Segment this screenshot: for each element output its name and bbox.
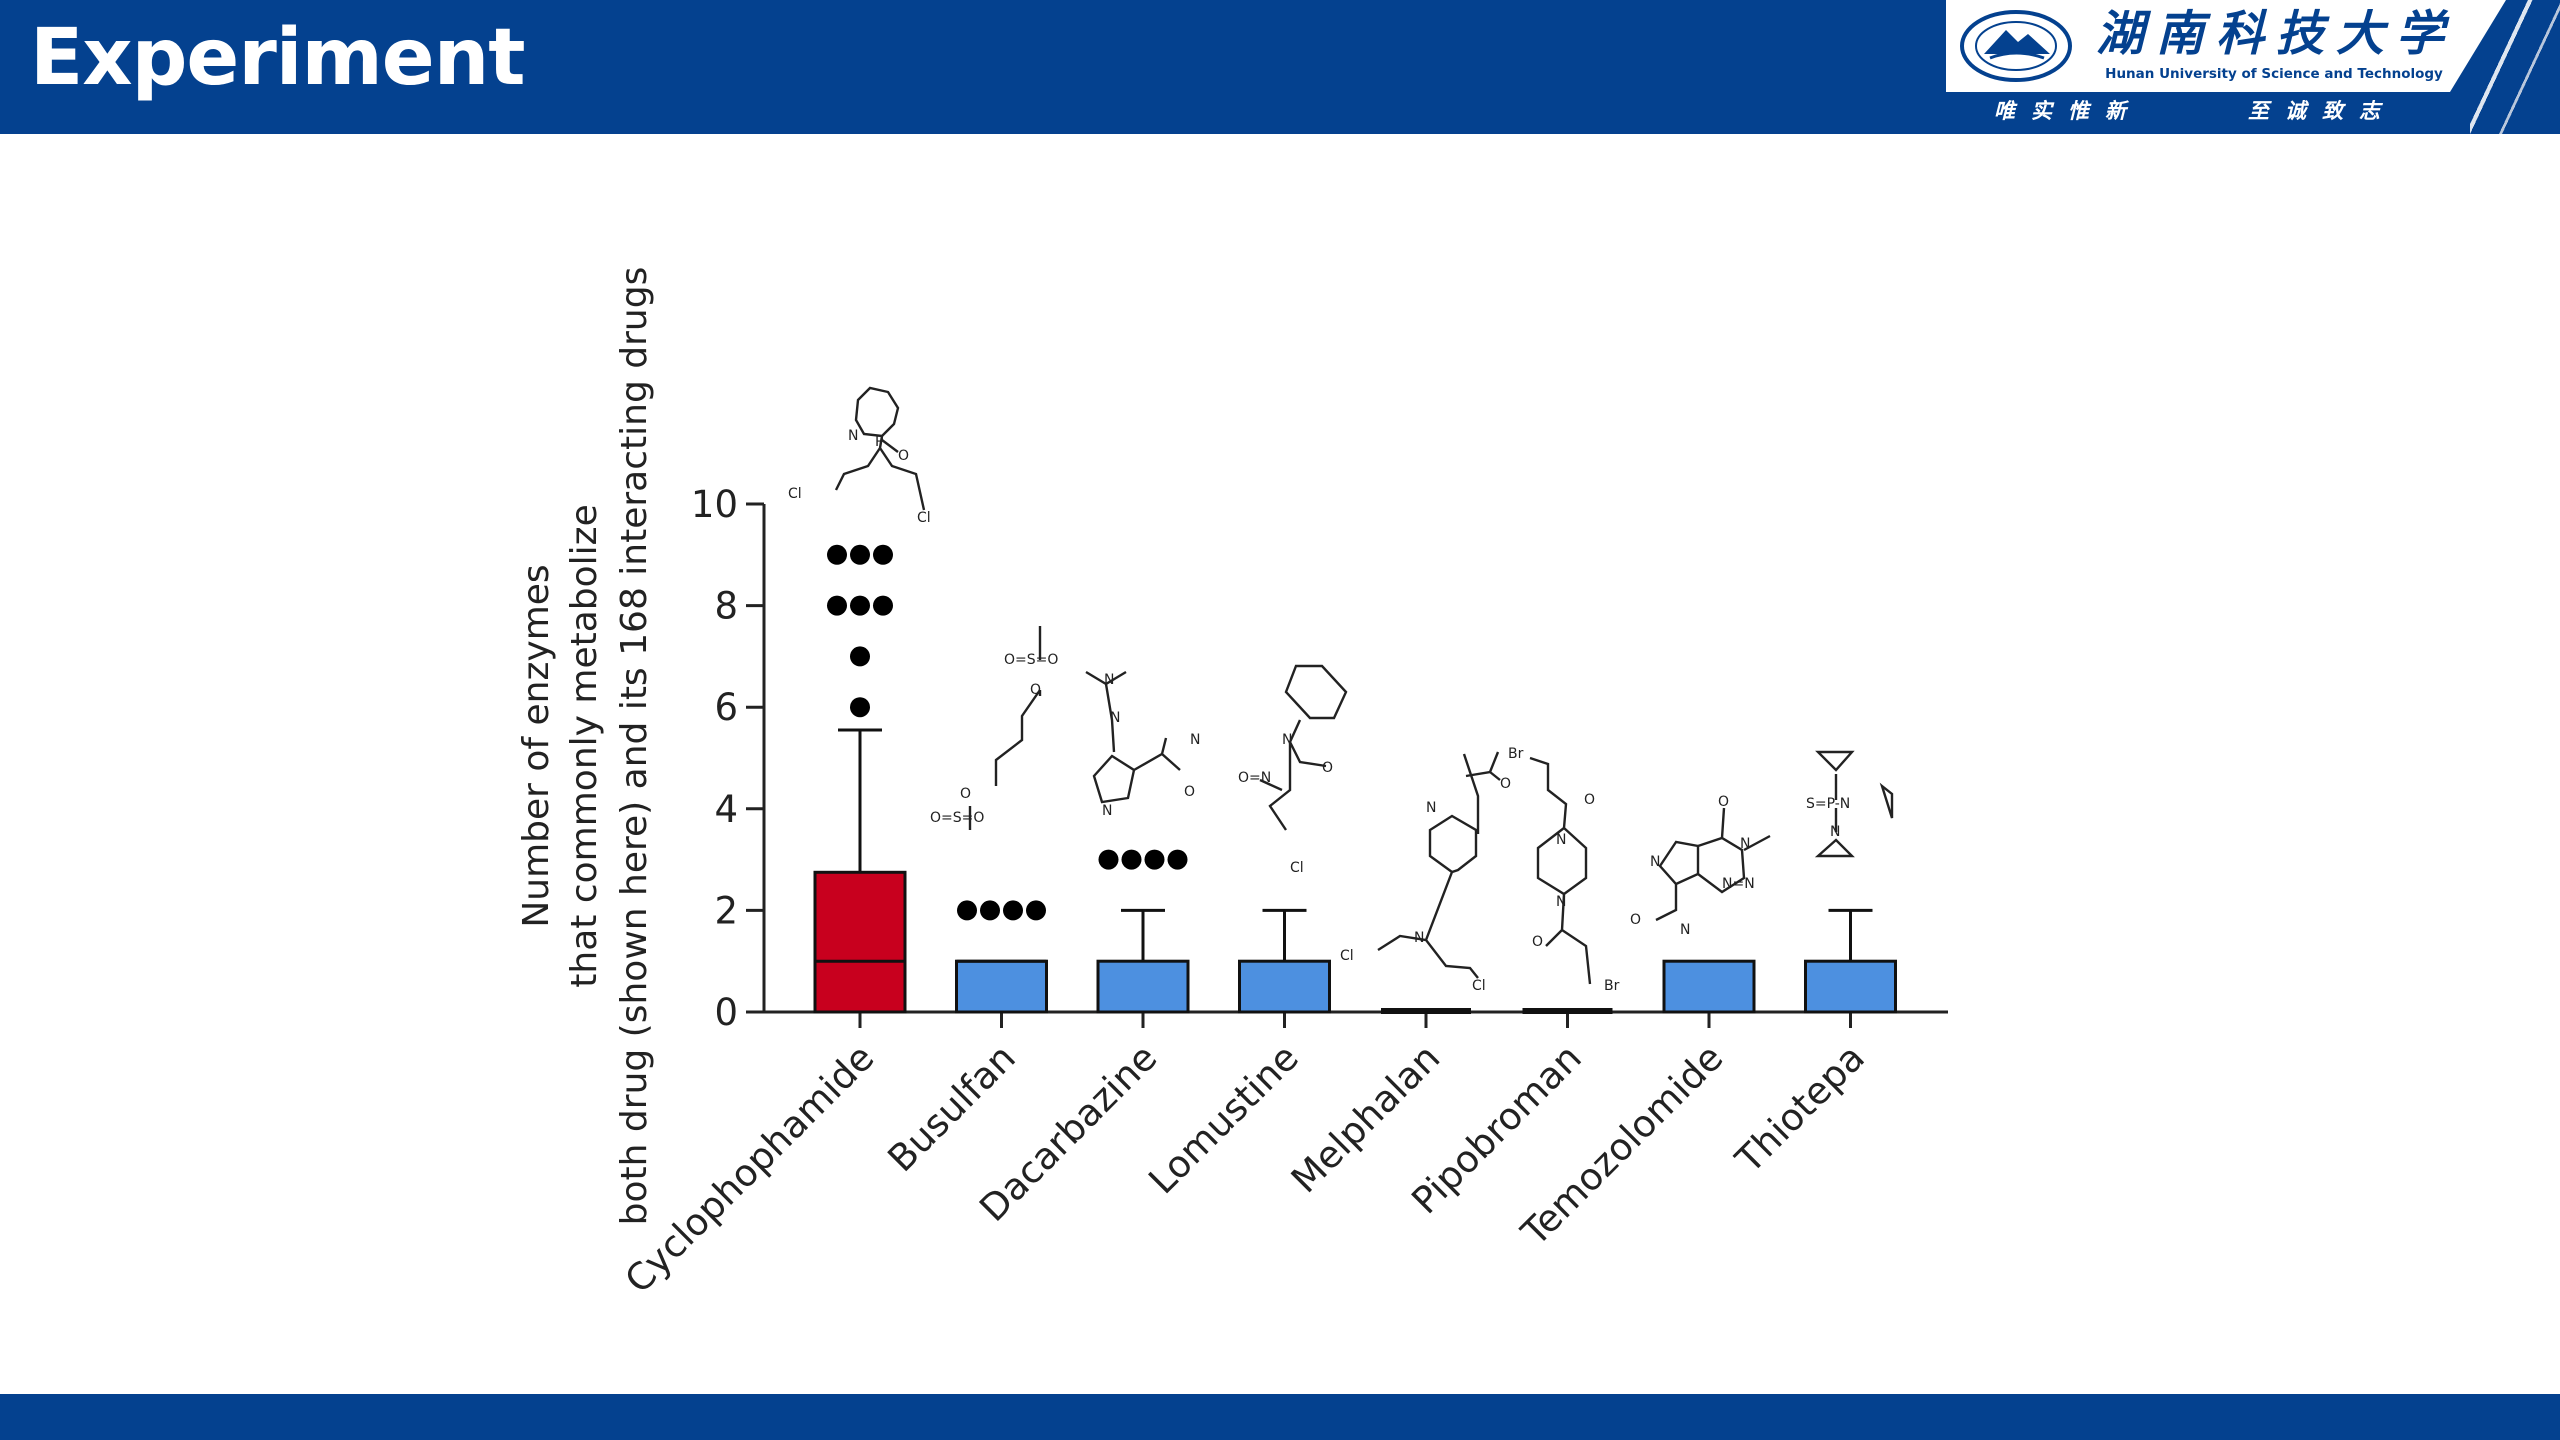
svg-text:N: N [1830,824,1840,840]
svg-text:N: N [1110,710,1120,726]
outlier-point [873,544,893,565]
box-temozolomide [1662,959,1756,1014]
y-axis-label-line-3: both drug (shown here) and its 168 inter… [614,267,655,1226]
svg-text:N: N [1556,894,1566,910]
svg-text:P: P [875,434,883,450]
molecule-dacarbazine-icon: N N O N N [1085,670,1200,819]
y-axis-ticks: 0 2 4 6 8 10 [691,483,764,1034]
svg-text:Br: Br [1604,978,1620,994]
box-lomustine [1238,959,1331,1014]
outlier-point [1144,849,1165,870]
svg-text:Cl: Cl [1290,860,1304,876]
university-seal-icon [1960,10,2072,82]
svg-text:N: N [1282,732,1292,748]
svg-text:O: O [960,786,971,802]
slide-title: Experiment [30,13,526,103]
svg-text:S=P-N: S=P-N [1806,796,1850,812]
outlier-point [957,900,977,921]
svg-text:N: N [1414,930,1424,946]
outlier-point [1026,900,1046,921]
molecule-structures: P Cl Cl O N O=S=O O O O=S=O N N O N N N … [788,386,1894,994]
svg-text:N: N [1740,836,1750,852]
svg-text:Cl: Cl [788,486,802,502]
svg-text:O=S=O: O=S=O [930,810,984,826]
molecule-melphalan-icon: N N Cl Cl O [1340,751,1511,994]
svg-text:N: N [1104,672,1114,688]
footer-banner [0,1394,2560,1440]
svg-text:O: O [1184,784,1195,800]
svg-text:O: O [1718,794,1729,810]
outlier-point [850,595,870,616]
svg-text:O: O [898,448,909,464]
motto-right: 至诚致志 [2248,98,2396,123]
boxes [813,728,1897,1028]
molecule-busulfan-icon: O=S=O O O O=S=O [930,626,1058,830]
svg-text:O=S=O: O=S=O [1004,652,1058,668]
outlier-point [873,595,893,616]
svg-text:O: O [1630,912,1641,928]
svg-text:O: O [1322,760,1333,776]
motto-left: 唯实惟新 [1994,98,2142,123]
outlier-point [850,697,870,718]
svg-text:O=N: O=N [1238,770,1271,786]
box-cyclophophamide [813,870,907,1014]
outlier-point [1003,900,1023,921]
molecule-thiotepa-icon: S=P-N N [1806,750,1894,858]
box-dacarbazine [1096,959,1190,1014]
molecule-pipobroman-icon: Br O N N O Br [1508,746,1620,994]
outlier-point [1121,849,1142,870]
x-category-label: Lomustine [1140,1036,1306,1202]
svg-text:N=N: N=N [1722,876,1755,892]
outlier-point [1167,849,1188,870]
x-category-label: Busulfan [880,1036,1024,1180]
svg-text:N: N [1556,832,1566,848]
y-axis-label-line-2: that commonly metabolize [564,504,605,987]
svg-text:N: N [1190,732,1200,748]
x-axis-category-labels: CyclophophamideBusulfanDacarbazineLomust… [617,1036,1873,1302]
svg-text:N: N [1650,854,1660,870]
svg-text:N: N [848,428,858,444]
axes [762,504,1948,1014]
y-axis-label-line-1: Number of enzymes [516,564,557,927]
y-tick-label: 8 [714,585,738,628]
box-thiotepa [1804,959,1897,1014]
svg-text:O: O [1584,792,1595,808]
outlier-points [827,544,1188,921]
header-banner: Experiment 湖南科技大学 Hunan University of Sc… [0,0,2560,134]
y-tick-label: 4 [714,788,738,831]
university-name-english: Hunan University of Science and Technolo… [2105,66,2443,82]
outlier-point [850,646,870,667]
svg-text:N: N [1426,800,1436,816]
y-tick-label: 0 [714,991,738,1034]
molecule-lomustine-icon: N O O=N Cl [1238,664,1348,876]
x-category-label: Thiotepa [1727,1036,1873,1182]
svg-text:Cl: Cl [917,510,931,526]
molecule-temozolomide-icon: O N N N=N O N [1630,794,1771,938]
svg-text:O: O [1030,682,1041,698]
svg-text:O: O [1532,934,1543,950]
svg-text:N: N [1680,922,1690,938]
molecule-cyclophosphamide-icon: P Cl Cl O N [788,386,931,526]
y-axis-label: Number of enzymes that commonly metaboli… [516,267,655,1226]
outlier-point [850,544,870,565]
outlier-point [980,900,1000,921]
university-name-chinese: 湖南科技大学 [2096,6,2457,62]
outlier-point [827,544,847,565]
outlier-point [827,595,847,616]
x-category-label: Cyclophophamide [617,1036,883,1302]
y-tick-label: 10 [691,483,738,526]
y-tick-label: 6 [714,686,738,729]
svg-text:Br: Br [1508,746,1524,762]
y-tick-label: 2 [714,889,738,932]
svg-text:O: O [1500,776,1511,792]
svg-text:Cl: Cl [1340,948,1354,964]
svg-text:N: N [1102,803,1112,819]
svg-text:Cl: Cl [1472,978,1486,994]
box-busulfan [955,959,1048,1014]
outlier-point [1098,849,1119,870]
